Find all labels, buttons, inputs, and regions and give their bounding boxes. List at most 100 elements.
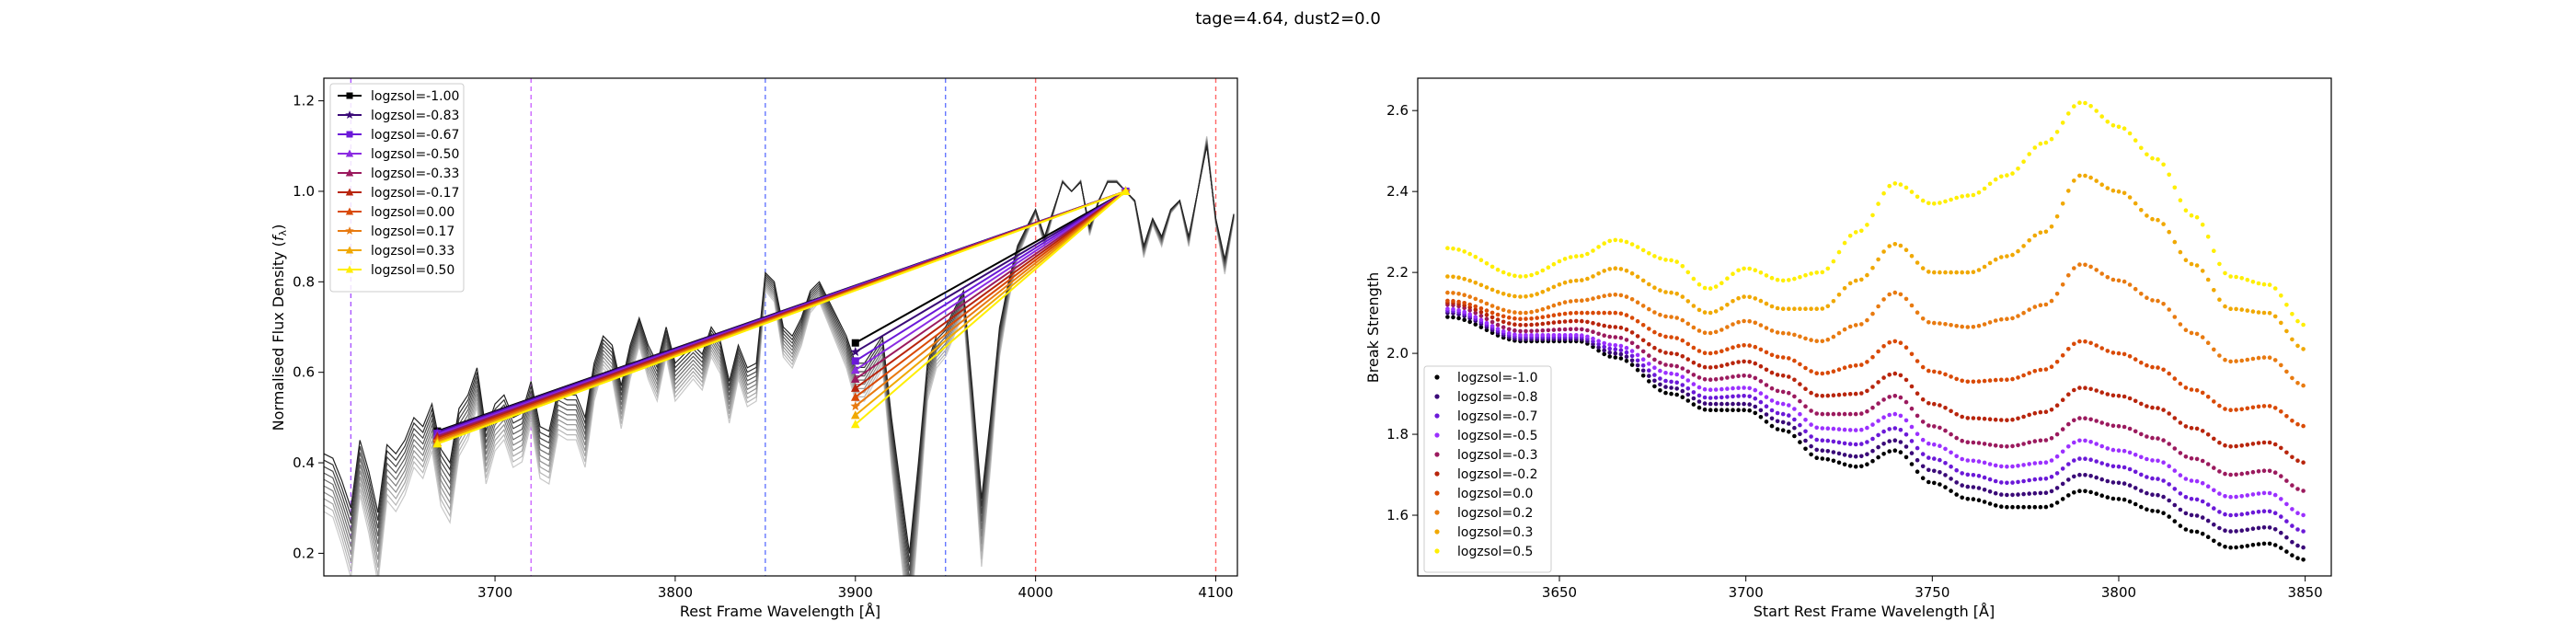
- data-point: [2027, 238, 2031, 243]
- data-point: [1736, 374, 1741, 379]
- data-point: [2043, 504, 2049, 510]
- data-point: [2156, 477, 2160, 481]
- data-point: [1903, 399, 1909, 405]
- data-point: [1495, 322, 1501, 328]
- data-point: [2267, 541, 2272, 546]
- data-point: [2054, 292, 2060, 296]
- data-point: [2016, 375, 2020, 380]
- right-x-axis-label: Start Rest Frame Wavelength [Å]: [1754, 603, 1995, 620]
- data-point: [1887, 439, 1892, 443]
- data-point: [1876, 304, 1880, 309]
- data-point: [1596, 339, 1601, 344]
- data-point: [1999, 418, 2004, 422]
- data-point: [2228, 444, 2233, 449]
- legend-entry: logzsol=-0.83: [338, 109, 459, 123]
- data-point: [2223, 407, 2227, 411]
- data-point: [2212, 506, 2216, 511]
- data-point: [2105, 275, 2110, 280]
- data-point: [1495, 327, 1501, 331]
- data-point: [2016, 492, 2020, 497]
- legend-marker: [346, 92, 353, 99]
- data-point: [1568, 311, 1573, 316]
- data-point: [2066, 462, 2071, 466]
- data-point: [2083, 473, 2087, 477]
- data-point: [2105, 349, 2110, 353]
- data-point: [2217, 440, 2222, 445]
- data-point: [1742, 385, 1746, 390]
- data-point: [1909, 190, 1915, 194]
- data-point: [2027, 412, 2031, 418]
- data-point: [2077, 100, 2082, 105]
- data-point: [1798, 398, 1802, 404]
- data-point: [1613, 266, 1618, 271]
- data-point: [2200, 390, 2205, 396]
- data-point: [2279, 409, 2283, 414]
- data-point: [2295, 458, 2300, 464]
- data-point: [2217, 353, 2222, 358]
- data-point: [2284, 535, 2289, 540]
- data-point: [2010, 480, 2015, 485]
- data-point: [2183, 208, 2189, 213]
- data-point: [1965, 379, 1971, 385]
- data-point: [2066, 111, 2071, 116]
- data-point: [2267, 509, 2272, 514]
- data-point: [1909, 451, 1915, 455]
- data-point: [2016, 416, 2020, 421]
- data-point: [2256, 281, 2261, 286]
- data-point: [1685, 392, 1691, 397]
- data-point: [1920, 397, 1926, 402]
- data-point: [1798, 274, 1802, 280]
- data-point: [2088, 104, 2093, 109]
- data-point: [1960, 378, 1964, 384]
- data-point: [2261, 355, 2267, 360]
- data-point: [2228, 472, 2233, 477]
- data-point: [2066, 421, 2071, 427]
- data-point: [2032, 461, 2038, 466]
- series-marker: [850, 420, 860, 429]
- data-point: [1507, 315, 1512, 320]
- data-point: [1926, 270, 1931, 274]
- data-point: [1647, 353, 1651, 358]
- data-point: [2279, 320, 2283, 326]
- data-point: [1719, 363, 1724, 369]
- data-point: [1736, 408, 1741, 413]
- data-point: [1669, 315, 1673, 319]
- data-point: [1803, 306, 1808, 312]
- legend-label: logzsol=-0.33: [371, 167, 459, 181]
- left-plot-frame: [323, 77, 1238, 577]
- data-point: [1803, 446, 1808, 452]
- data-point: [2256, 404, 2261, 409]
- data-point: [1926, 441, 1931, 446]
- data-point: [2212, 538, 2216, 544]
- data-point: [1842, 427, 1847, 432]
- break-lines-group: [432, 186, 1131, 448]
- legend-entry: logzsol=0.00: [338, 205, 454, 220]
- data-point: [1574, 318, 1579, 324]
- legend-box: [329, 83, 465, 293]
- data-point: [1635, 362, 1640, 368]
- data-point: [1809, 390, 1813, 396]
- data-point: [1713, 377, 1719, 382]
- legend-marker: [346, 131, 353, 138]
- data-point: [2145, 362, 2149, 368]
- data-point: [2145, 475, 2149, 479]
- data-point: [2272, 527, 2278, 532]
- data-point: [1803, 272, 1808, 278]
- x-axis-ticks: 3650 3700 3750 3800 3850: [1542, 576, 2323, 601]
- data-point: [1787, 413, 1791, 418]
- data-point: [1949, 431, 1953, 437]
- data-point: [2083, 385, 2087, 391]
- data-point: [2295, 511, 2300, 515]
- data-point: [2194, 513, 2200, 518]
- data-point: [1624, 239, 1629, 245]
- data-point: [2156, 157, 2160, 162]
- data-point: [1663, 351, 1668, 355]
- data-point: [2105, 478, 2110, 484]
- data-point: [1574, 310, 1579, 316]
- data-point: [1999, 504, 2004, 509]
- data-point: [1731, 408, 1735, 413]
- data-point: [2133, 469, 2138, 475]
- legend-marker: [345, 226, 354, 235]
- data-point: [1719, 328, 1724, 332]
- data-point: [2167, 514, 2171, 519]
